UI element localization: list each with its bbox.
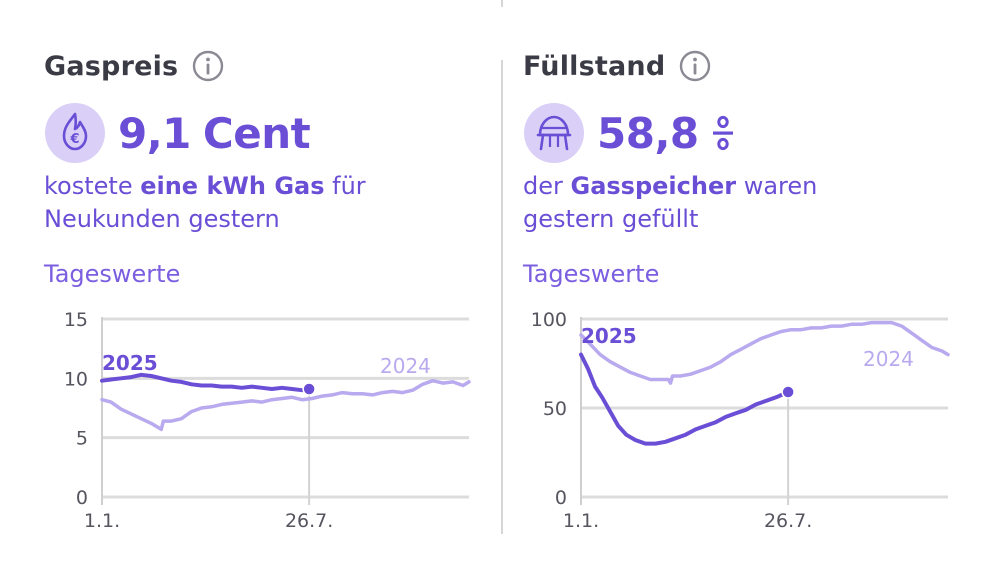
series-label-2024: 2024 <box>380 354 431 378</box>
y-tick-label: 0 <box>76 487 88 509</box>
x-tick-label: 26.7. <box>764 510 812 532</box>
title-row: Füllstand <box>523 50 711 82</box>
y-tick-label: 100 <box>531 309 567 331</box>
kpi-description: kostete eine kWh Gas für Neukunden geste… <box>44 170 464 236</box>
series-end-marker <box>781 385 795 399</box>
series-end-marker <box>302 382 316 396</box>
desc-part-3: gestern gefüllt <box>523 205 699 233</box>
y-tick-label: 50 <box>543 398 567 420</box>
kpi-unit: Cent <box>202 108 311 158</box>
kpi-row: 58,8 % <box>523 102 735 164</box>
gaspreis-panel: Gaspreis € 9,1 Cent kostete eine kWh Gas… <box>44 0 484 569</box>
kpi-value: 58,8 <box>597 108 699 158</box>
fuellstand-line-chart: 0 50 100 1.1. 26.7. 2025 2024 <box>531 309 950 532</box>
panel-title: Gaspreis <box>44 50 179 82</box>
kpi-row: € 9,1 Cent <box>44 102 311 164</box>
y-tick-label: 10 <box>64 368 88 390</box>
chart-subtitle: Tageswerte <box>523 260 660 288</box>
series-label-2025: 2025 <box>102 351 158 375</box>
desc-part-1: kostete <box>44 172 141 200</box>
series-label-2024: 2024 <box>863 347 914 371</box>
gas-storage-tank-icon <box>524 103 584 163</box>
desc-part-1: der <box>523 172 571 200</box>
y-tick-label: 15 <box>64 309 88 331</box>
chart-subtitle: Tageswerte <box>44 260 181 288</box>
kpi-value: 9,1 <box>118 108 191 158</box>
percent-sign: % <box>712 115 733 151</box>
svg-text:€: € <box>69 132 79 147</box>
kpi-description: der Gasspeicher waren gestern gefüllt <box>523 170 943 236</box>
gas-flame-euro-icon: € <box>45 103 105 163</box>
y-tick-label: 5 <box>76 428 88 450</box>
x-tick-label: 26.7. <box>285 510 333 532</box>
info-icon[interactable] <box>679 50 711 82</box>
gaspreis-line-chart: 0 5 10 15 1.1. 26.7. 2025 2024 <box>64 309 471 532</box>
desc-part-2: für <box>324 172 366 200</box>
title-row: Gaspreis <box>44 50 224 82</box>
desc-bold: Gasspeicher <box>570 172 737 200</box>
panel-divider <box>501 60 503 534</box>
x-tick-label: 1.1. <box>563 510 599 532</box>
series-line-2025 <box>100 372 312 393</box>
series-label-2025: 2025 <box>581 324 637 348</box>
desc-bold: eine kWh Gas <box>140 172 325 200</box>
panel-title: Füllstand <box>523 50 666 82</box>
desc-part-3: Neukunden gestern <box>44 205 280 233</box>
fuellstand-panel: Füllstand 58,8 % der Gasspeicher waren g <box>523 0 963 569</box>
info-icon[interactable] <box>192 50 224 82</box>
top-separator-tick <box>501 0 503 7</box>
y-tick-label: 0 <box>555 487 567 509</box>
desc-part-2: waren <box>736 172 818 200</box>
x-tick-label: 1.1. <box>84 510 120 532</box>
series-line-2024 <box>100 378 471 432</box>
series-line-2025 <box>579 352 791 446</box>
series-line-2024 <box>579 320 950 385</box>
